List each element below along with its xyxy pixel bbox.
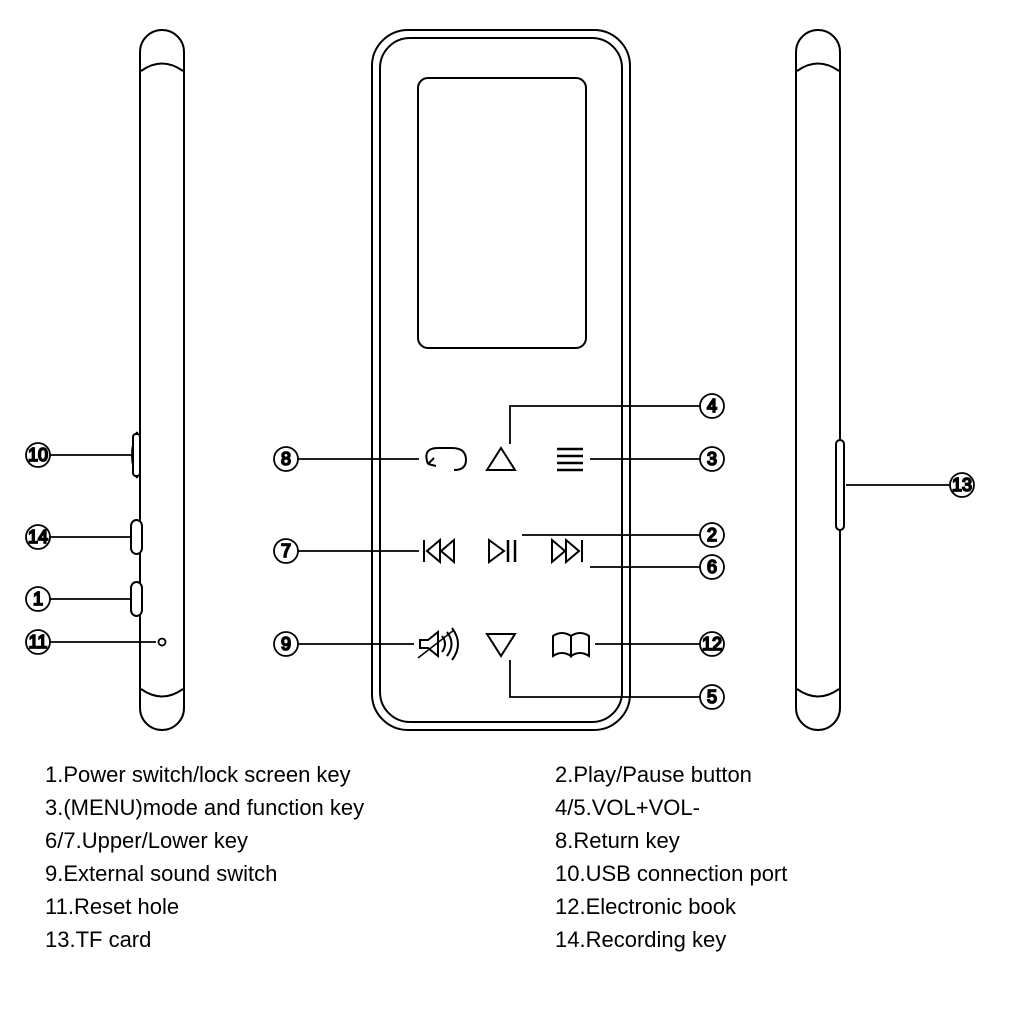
callout-10-num: 10 <box>28 445 48 465</box>
legend-item: 3.(MENU)mode and function key <box>45 791 555 824</box>
legend-item: 1.Power switch/lock screen key <box>45 758 555 791</box>
callout-4-num: 4 <box>707 396 717 416</box>
legend-item: 2.Play/Pause button <box>555 758 965 791</box>
front-view <box>372 30 630 730</box>
callout-9-num: 9 <box>281 634 291 654</box>
legend-item: 4/5.VOL+VOL- <box>555 791 965 824</box>
legend: 1.Power switch/lock screen key 3.(MENU)m… <box>45 758 965 956</box>
legend-item: 14.Recording key <box>555 923 965 956</box>
callouts-right-side: 13 <box>846 473 974 497</box>
left-side-view <box>131 30 184 730</box>
callout-14-num: 14 <box>28 527 48 547</box>
callout-7-num: 7 <box>281 541 291 561</box>
callout-2-num: 2 <box>707 525 717 545</box>
callout-13-num: 13 <box>952 475 972 495</box>
legend-item: 9.External sound switch <box>45 857 555 890</box>
legend-item: 13.TF card <box>45 923 555 956</box>
callout-12-num: 12 <box>702 634 722 654</box>
legend-right-col: 2.Play/Pause button 4/5.VOL+VOL- 8.Retur… <box>555 758 965 956</box>
callout-5-num: 5 <box>707 687 717 707</box>
callout-8-num: 8 <box>281 449 291 469</box>
legend-item: 8.Return key <box>555 824 965 857</box>
legend-item: 12.Electronic book <box>555 890 965 923</box>
callout-6-num: 6 <box>707 557 717 577</box>
diagram-svg: 10 14 1 11 8 7 9 4 3 <box>0 0 1010 760</box>
right-side-view <box>796 30 844 730</box>
legend-item: 11.Reset hole <box>45 890 555 923</box>
screen <box>418 78 586 348</box>
callout-3-num: 3 <box>707 449 717 469</box>
callout-1-num: 1 <box>33 589 43 609</box>
legend-item: 10.USB connection port <box>555 857 965 890</box>
legend-left-col: 1.Power switch/lock screen key 3.(MENU)m… <box>45 758 555 956</box>
diagram-container: 10 14 1 11 8 7 9 4 3 <box>0 0 1010 1010</box>
callout-11-num: 11 <box>29 632 48 652</box>
legend-item: 6/7.Upper/Lower key <box>45 824 555 857</box>
